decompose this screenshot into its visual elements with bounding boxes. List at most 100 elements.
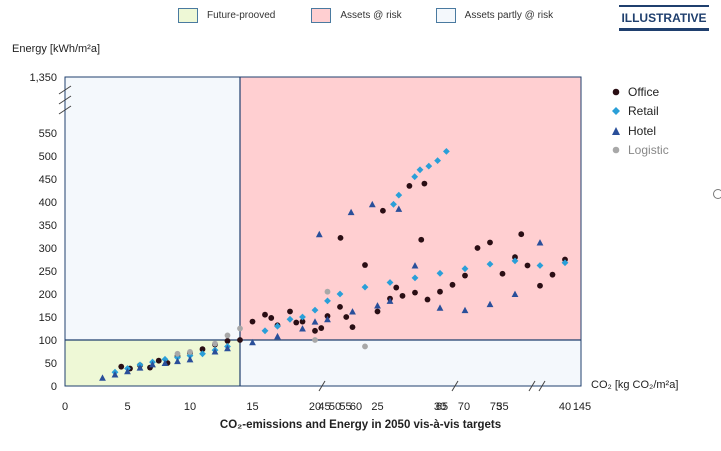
axis-break-mark xyxy=(538,380,546,392)
point-office xyxy=(293,319,300,326)
edge-handle xyxy=(713,189,721,199)
y-tick-label: 0 xyxy=(51,381,57,393)
point-hotel xyxy=(511,290,519,297)
point-office xyxy=(380,207,386,214)
point-office xyxy=(237,337,243,343)
point-hotel xyxy=(161,359,169,366)
point-office xyxy=(512,254,518,261)
x-tick-label: 65 xyxy=(436,401,448,413)
point-retail xyxy=(336,290,344,298)
point-logistic xyxy=(174,350,181,357)
point-logistic xyxy=(324,288,331,295)
point-retail xyxy=(286,315,294,323)
point-retail xyxy=(324,297,331,305)
point-office xyxy=(424,296,431,303)
point-retail xyxy=(299,313,306,321)
x-axis-label: CO₂ [kg CO₂/m²a] xyxy=(591,379,679,391)
point-retail xyxy=(395,191,403,199)
x-tick-label: 70 xyxy=(458,401,470,413)
y-tick-label: 450 xyxy=(39,174,57,186)
y-tick-label: 400 xyxy=(39,197,57,209)
point-hotel xyxy=(411,262,419,269)
point-office xyxy=(449,281,456,288)
point-retail xyxy=(461,265,469,273)
point-hotel xyxy=(274,332,281,340)
legend-item-hotel: Hotel xyxy=(612,121,669,141)
point-office xyxy=(337,234,344,241)
point-office xyxy=(393,284,400,291)
point-retail xyxy=(416,166,424,174)
point-hotel xyxy=(124,367,131,375)
point-retail xyxy=(386,279,394,286)
point-hotel xyxy=(249,338,256,346)
x-tick-label: 50 xyxy=(329,401,341,413)
point-office xyxy=(343,314,350,320)
point-logistic xyxy=(224,332,231,339)
point-office xyxy=(224,338,231,344)
axis-break-mark xyxy=(58,95,72,105)
x-tick-label: 5 xyxy=(124,401,130,413)
zone-partly-bottom xyxy=(240,340,581,386)
point-retail xyxy=(199,350,206,358)
point-hotel xyxy=(368,200,376,208)
legend-label: Logistic xyxy=(628,143,669,158)
plot-frame xyxy=(64,76,582,387)
point-retail xyxy=(161,355,169,363)
point-hotel xyxy=(324,315,331,323)
point-retail xyxy=(561,259,569,267)
zone-swatch-risk xyxy=(311,8,332,23)
chart-subtitle: CO₂-emissions and Energy in 2050 vis-à-v… xyxy=(219,419,502,431)
point-office xyxy=(437,288,443,295)
series-legend: Office Retail Hotel Logistic xyxy=(612,82,669,160)
y-axis-label: Energy [kWh/m²a] xyxy=(12,43,101,55)
point-hotel xyxy=(315,230,323,238)
y-tick-label: 500 xyxy=(39,151,57,163)
zone-label-partly: Assets partly @ risk xyxy=(464,10,554,21)
x-tick-label: 20 xyxy=(309,401,321,413)
point-office xyxy=(549,271,556,278)
point-hotel xyxy=(136,364,144,371)
legend-item-retail: Retail xyxy=(612,102,669,122)
point-retail xyxy=(311,306,319,314)
point-hotel xyxy=(149,360,156,368)
point-retail xyxy=(411,274,419,282)
point-office xyxy=(362,262,368,268)
legend-item-office: Office xyxy=(612,82,669,102)
zone-label-risk: Assets @ risk xyxy=(340,10,402,21)
point-hotel xyxy=(349,308,356,315)
y-tick-label: 250 xyxy=(39,266,57,278)
diamond-icon xyxy=(612,107,628,116)
x-tick-label: 60 xyxy=(350,401,362,413)
zone-partly-left xyxy=(65,77,240,386)
point-hotel xyxy=(395,205,403,212)
point-office xyxy=(155,357,162,364)
x-tick-label: 45 xyxy=(318,401,330,413)
point-hotel xyxy=(436,304,444,311)
y-tick-label: 50 xyxy=(45,358,57,370)
x-tick-label: 15 xyxy=(246,401,258,413)
point-logistic xyxy=(362,343,368,350)
point-retail xyxy=(425,162,433,170)
point-hotel xyxy=(536,239,544,246)
legend-label: Hotel xyxy=(628,123,657,138)
point-office xyxy=(312,327,318,334)
point-retail xyxy=(486,260,494,268)
point-office xyxy=(268,315,275,321)
point-office xyxy=(537,282,543,289)
point-hotel xyxy=(224,344,231,352)
point-hotel xyxy=(186,355,194,363)
point-retail xyxy=(434,157,441,164)
point-logistic xyxy=(187,349,193,355)
point-office xyxy=(318,325,325,331)
point-office xyxy=(299,318,306,325)
point-retail xyxy=(261,327,269,335)
zone-legend: Future-prooved Assets @ risk Assets part… xyxy=(178,8,553,23)
point-retail xyxy=(390,200,397,208)
point-office xyxy=(524,262,531,269)
point-office xyxy=(199,346,206,353)
point-hotel xyxy=(299,325,306,332)
y-tick-label: 1,350 xyxy=(29,72,57,84)
point-office xyxy=(262,311,268,318)
point-retail xyxy=(436,269,444,277)
